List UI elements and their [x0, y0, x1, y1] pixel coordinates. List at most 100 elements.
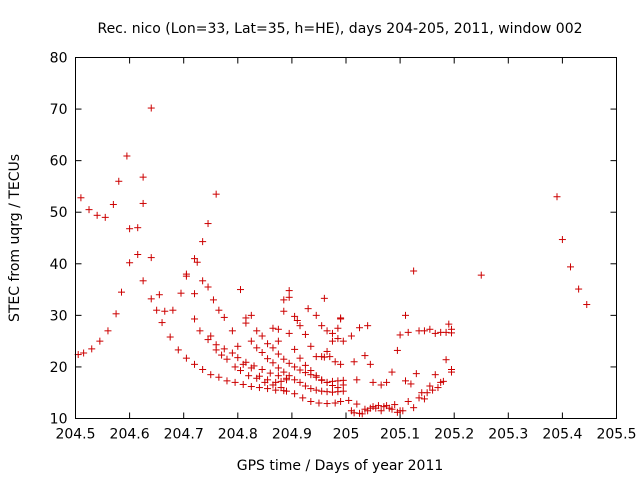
data-point [274, 364, 282, 372]
x-tick-label: 204.7 [164, 427, 204, 443]
data-point [115, 177, 123, 185]
data-point [323, 347, 331, 355]
data-point [269, 344, 277, 352]
data-point [253, 327, 261, 335]
data-point [93, 211, 101, 219]
data-point [358, 410, 366, 418]
data-point [364, 407, 372, 415]
data-point [191, 360, 199, 368]
data-point [272, 386, 280, 394]
data-point [199, 277, 207, 285]
data-point [182, 354, 190, 362]
data-point [420, 327, 428, 335]
data-point [301, 361, 309, 369]
data-point [274, 337, 282, 345]
data-point [439, 377, 447, 385]
data-point [255, 384, 263, 392]
data-point [350, 409, 358, 417]
data-point [264, 385, 272, 393]
data-point [204, 220, 212, 228]
data-point [339, 387, 347, 395]
data-point [274, 325, 282, 333]
data-point [274, 372, 282, 380]
data-point [447, 325, 455, 333]
data-point [280, 296, 288, 304]
data-point [347, 332, 355, 340]
data-point [123, 152, 131, 160]
data-point [266, 369, 274, 377]
data-point [312, 386, 320, 394]
data-point [169, 306, 177, 314]
data-point [264, 355, 272, 363]
data-point [247, 311, 255, 319]
y-axis-label: STEC from uqrg / TECUs [7, 154, 23, 322]
data-point [291, 376, 299, 384]
data-point [166, 333, 174, 341]
data-point [112, 310, 120, 318]
data-point [237, 286, 245, 294]
data-point [269, 359, 277, 367]
data-point [407, 380, 415, 388]
data-point [567, 263, 575, 271]
data-point [253, 374, 261, 382]
x-tick-label: 204.8 [218, 427, 258, 443]
data-point [393, 346, 401, 354]
data-point [274, 350, 282, 358]
data-point [158, 319, 166, 327]
data-point [258, 332, 266, 340]
data-point [220, 313, 228, 321]
data-point [291, 312, 299, 320]
data-point [269, 324, 277, 332]
data-point [291, 363, 299, 371]
data-point [147, 295, 155, 303]
data-point [383, 378, 391, 386]
data-point [126, 225, 134, 233]
data-point [334, 377, 342, 385]
data-point [293, 317, 301, 325]
x-tick-label: 204.9 [272, 427, 312, 443]
data-point [161, 307, 169, 315]
data-point [147, 254, 155, 262]
x-tick-label: 204.5 [55, 427, 95, 443]
data-point [299, 394, 307, 402]
data-point [431, 329, 439, 337]
data-point [377, 381, 385, 389]
data-point [423, 389, 431, 397]
data-point [412, 370, 420, 378]
data-point [331, 399, 339, 407]
data-point [315, 399, 323, 407]
data-point [291, 345, 299, 353]
data-point [269, 381, 277, 389]
data-points [74, 104, 591, 418]
data-point [207, 332, 215, 340]
data-point [258, 366, 266, 374]
data-point [388, 368, 396, 376]
y-tick-label: 70 [50, 102, 68, 118]
data-point [318, 387, 326, 395]
data-point [147, 104, 155, 112]
data-point [426, 382, 434, 390]
data-point [285, 372, 293, 380]
data-point [393, 408, 401, 416]
data-point [153, 306, 161, 314]
data-point [280, 368, 288, 376]
data-point [155, 291, 163, 299]
data-point [391, 401, 399, 409]
data-point [420, 395, 428, 403]
data-point [328, 381, 336, 389]
data-point [296, 322, 304, 330]
data-point [442, 356, 450, 364]
data-point [191, 315, 199, 323]
data-point [199, 238, 207, 246]
data-point [429, 386, 437, 394]
data-point [191, 290, 199, 298]
data-point [337, 397, 345, 405]
data-point [415, 394, 423, 402]
data-point [231, 378, 239, 386]
data-point [253, 344, 261, 352]
data-point [369, 378, 377, 386]
y-tick-label: 10 [50, 412, 68, 428]
data-point [220, 345, 228, 353]
data-point [445, 320, 453, 328]
